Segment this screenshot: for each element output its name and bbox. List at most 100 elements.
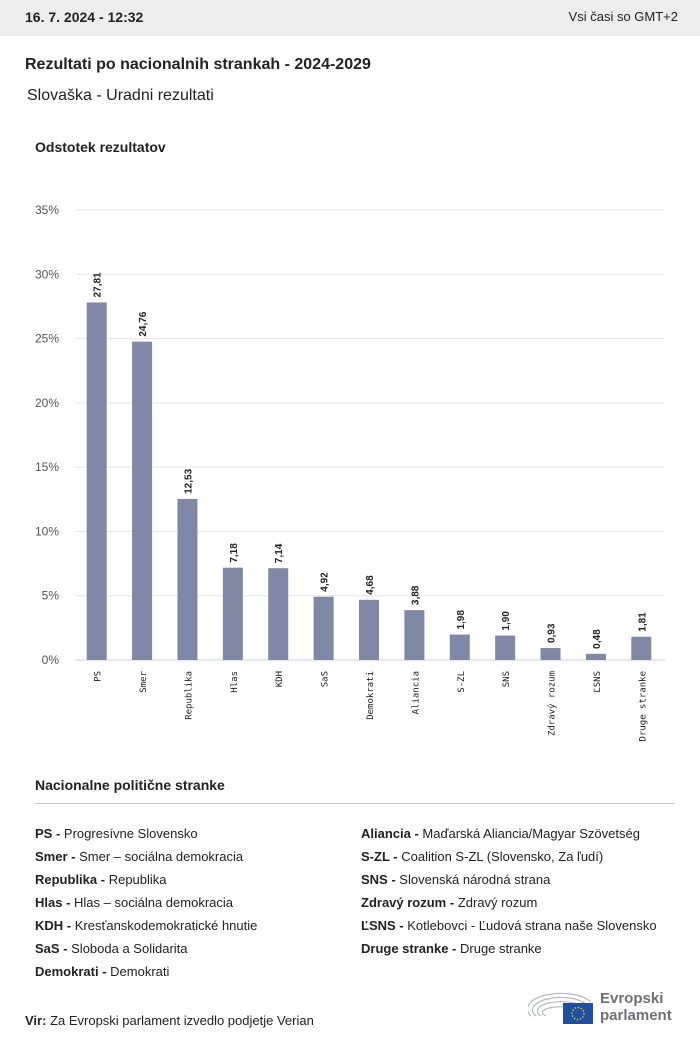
x-tick-label: Druge stranke: [638, 671, 648, 741]
y-tick-label: 25%: [35, 332, 59, 346]
legend-name: Sloboda a Solidarita: [71, 941, 188, 956]
legend-name: Zdravý rozum: [457, 895, 538, 910]
data-label: 1,81: [637, 612, 648, 632]
timezone-note: Vsi časi so GMT+2: [568, 9, 678, 24]
x-tick-label: Zdravý rozum: [548, 671, 558, 736]
legend-title: Nacionalne politične stranke: [35, 777, 225, 793]
legend-item: SaS - Sloboda a Solidarita: [35, 937, 257, 960]
legend-abbr: Druge stranke -: [361, 941, 457, 956]
bar: [631, 636, 652, 660]
legend-item: S-ZL - Coalition S-ZL (Slovensko, Za ľud…: [361, 845, 657, 868]
x-tick-label: Smer: [139, 670, 149, 692]
x-tick-label: KDH: [275, 671, 285, 687]
legend-name: Kotlebovci - Ľudová strana naše Slovensk…: [407, 918, 657, 933]
timestamp: 16. 7. 2024 - 12:32: [25, 9, 144, 25]
y-tick-label: 10%: [35, 524, 59, 538]
legend-abbr: ĽSNS -: [361, 918, 404, 933]
legend-abbr: SNS -: [361, 872, 396, 887]
y-tick-label: 0%: [42, 653, 60, 667]
y-tick-label: 5%: [42, 589, 60, 603]
legend-abbr: Aliancia -: [361, 826, 419, 841]
data-label: 4,92: [320, 572, 331, 592]
source-label: Vir:: [25, 1013, 47, 1028]
ep-logo[interactable]: Evropski parlament: [528, 988, 678, 1028]
y-tick-label: 20%: [35, 396, 59, 410]
legend-item: Aliancia - Maďarská Aliancia/Magyar Szöv…: [361, 822, 657, 845]
data-label: 3,88: [410, 585, 421, 605]
legend-abbr: PS -: [35, 826, 61, 841]
bar: [449, 634, 470, 660]
legend-item: PS - Progresívne Slovensko: [35, 822, 257, 845]
data-label: 1,98: [456, 610, 467, 630]
x-tick-label: Republika: [184, 671, 194, 720]
legend-abbr: KDH -: [35, 918, 72, 933]
legend-item: Hlas - Hlas – sociálna demokracia: [35, 891, 257, 914]
legend-item: SNS - Slovenská národná strana: [361, 868, 657, 891]
bar: [359, 599, 379, 660]
x-tick-label: Hlas: [230, 671, 240, 693]
bar: [86, 302, 107, 660]
data-label: 12,53: [183, 468, 194, 493]
legend-name: Coalition S-ZL (Slovensko, Za ľudí): [401, 849, 604, 864]
y-tick-label: 30%: [35, 267, 59, 281]
data-label: 7,14: [274, 543, 285, 563]
legend-column-right: Aliancia - Maďarská Aliancia/Magyar Szöv…: [361, 822, 657, 960]
source-note: Vir: Za Evropski parlament izvedlo podje…: [25, 1013, 314, 1028]
data-label: 0,48: [592, 629, 603, 649]
legend-name: Smer – sociálna demokracia: [79, 849, 244, 864]
logo-text: Evropski parlament: [600, 990, 672, 1024]
legend-abbr: Demokrati -: [35, 964, 107, 979]
legend-item: KDH - Kresťanskodemokratické hnutie: [35, 914, 257, 937]
x-tick-label: Aliancia: [411, 671, 421, 714]
page-subtitle: Slovaška - Uradni rezultati: [27, 87, 214, 104]
data-label: 0,93: [547, 623, 558, 643]
legend-item: Demokrati - Demokrati: [35, 960, 257, 983]
x-tick-label: SNS: [502, 671, 512, 687]
legend-abbr: Republika -: [35, 872, 106, 887]
x-tick-label: Demokrati: [366, 671, 376, 720]
legend-name: Demokrati: [110, 964, 170, 979]
x-tick-label: S-ZL: [457, 671, 467, 693]
legend-name: Druge stranke: [460, 941, 542, 956]
bar: [222, 567, 243, 660]
legend-abbr: S-ZL -: [361, 849, 398, 864]
legend-item: Druge stranke - Druge stranke: [361, 937, 657, 960]
data-label: 1,90: [501, 611, 512, 631]
y-axis-label: Odstotek rezultatov: [35, 139, 166, 155]
bar-chart: 0% 5% 10% 15% 20% 25% 30% 35% 27,81 PS 24,76 Smer 12…: [35, 203, 665, 741]
legend-name: Hlas – sociálna demokracia: [74, 895, 233, 910]
bar: [495, 635, 516, 660]
data-label: 4,68: [365, 575, 376, 595]
x-tick-label: ĽSNS: [593, 671, 603, 693]
legend-abbr: Smer -: [35, 849, 76, 864]
legend-name: Maďarská Aliancia/Magyar Szövetség: [422, 826, 640, 841]
legend-item: Smer - Smer – sociálna demokracia: [35, 845, 257, 868]
top-bar: 16. 7. 2024 - 12:32 Vsi časi so GMT+2: [0, 0, 700, 36]
data-label: 27,81: [93, 272, 104, 297]
bar: [585, 653, 606, 660]
legend-item: Zdravý rozum - Zdravý rozum: [361, 891, 657, 914]
legend-divider: [35, 803, 675, 804]
legend-name: Kresťanskodemokratické hnutie: [74, 918, 258, 933]
page-title: Rezultati po nacionalnih strankah - 2024…: [25, 56, 371, 73]
legend-abbr: Hlas -: [35, 895, 71, 910]
bar: [132, 341, 153, 660]
legend-item: Republika - Republika: [35, 868, 257, 891]
bar: [313, 596, 334, 660]
y-tick-label: 15%: [35, 460, 59, 474]
data-label: 7,18: [229, 543, 240, 563]
x-tick-label: SaS: [321, 671, 331, 687]
hemicycle-eu-flag-icon: [528, 992, 593, 1024]
legend-abbr: SaS -: [35, 941, 68, 956]
bar: [540, 648, 561, 660]
y-tick-label: 35%: [35, 203, 59, 217]
bar: [177, 498, 198, 660]
bar: [268, 568, 289, 660]
x-tick-label: PS: [94, 671, 104, 682]
legend-abbr: Zdravý rozum -: [361, 895, 455, 910]
legend-name: Progresívne Slovensko: [63, 826, 198, 841]
bar: [404, 610, 425, 660]
data-label: 24,76: [138, 311, 149, 336]
legend-item: ĽSNS - Kotlebovci - Ľudová strana naše S…: [361, 914, 657, 937]
source-text: Za Evropski parlament izvedlo podjetje V…: [50, 1013, 314, 1028]
